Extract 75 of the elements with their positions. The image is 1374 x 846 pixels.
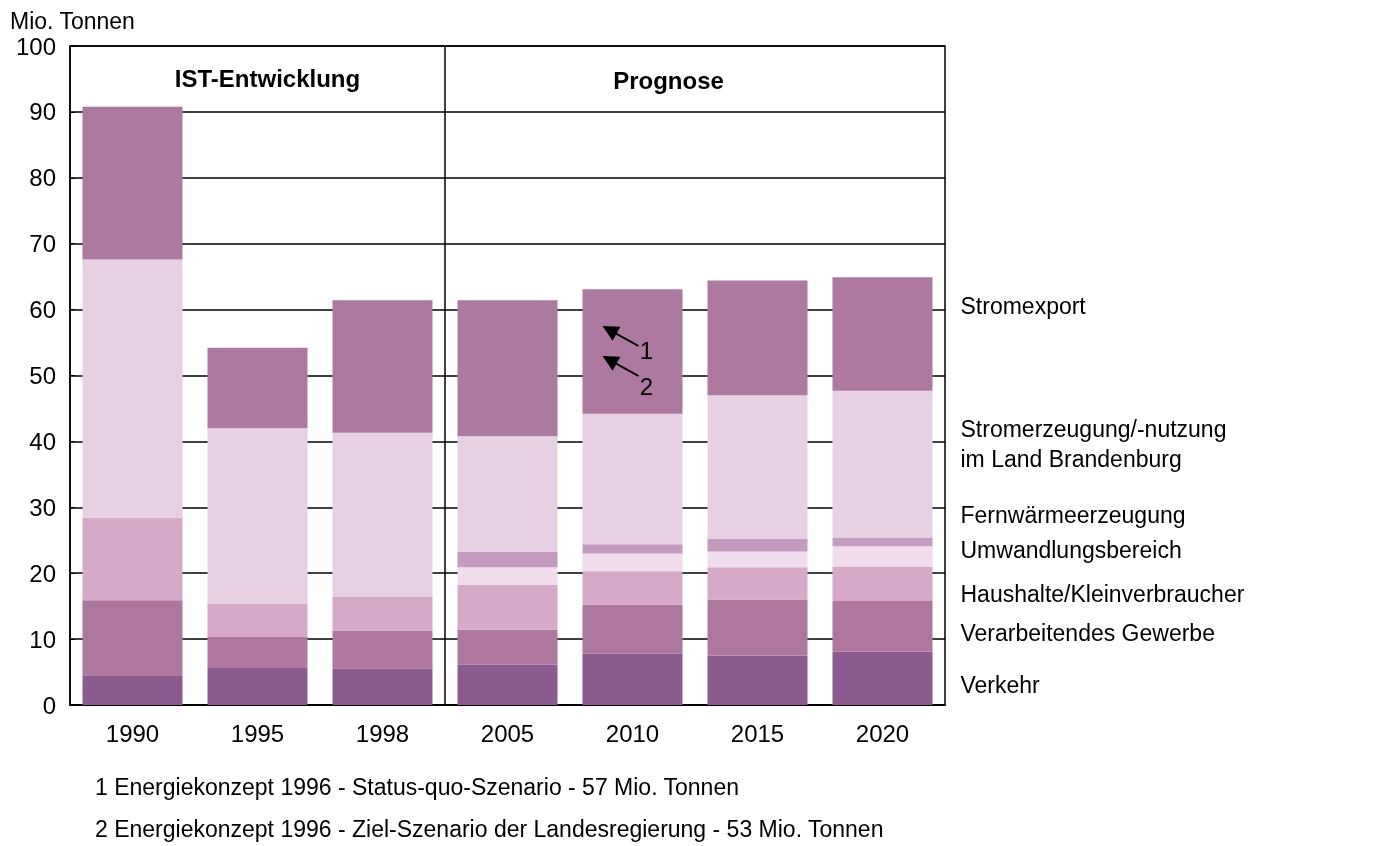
bar (832, 277, 933, 391)
text: 1 Energiekonzept 1996 - Status-quo-Szenario - 57 Mio. Tonnen (95, 774, 739, 800)
series-label: Verkehr (960, 672, 1041, 699)
x-tick-label: 1998 (355, 719, 410, 747)
annotation: 2 (639, 372, 654, 400)
y-tick-label: 0 (42, 691, 56, 719)
bar (207, 428, 308, 604)
bar (332, 668, 433, 705)
y-tick-label: 30 (29, 493, 56, 521)
bar (707, 655, 808, 705)
series-label: Verarbeitendes Gewerbe (960, 620, 1215, 647)
y-tick-label: 90 (29, 98, 56, 126)
series-label: Haushalte/Kleinverbraucher (960, 580, 1245, 607)
x-tick-label: 1995 (230, 719, 285, 747)
bar (832, 546, 933, 567)
bar (332, 596, 433, 631)
annotation: Prognose (613, 66, 724, 94)
series-label: Stromerzeugung/-nutzung im Land Brandenburg (960, 416, 1233, 473)
y-tick-label: 80 (29, 164, 56, 192)
y-tick-label: 40 (29, 427, 56, 455)
y-tick-label: 10 (29, 625, 56, 653)
x-tick-label: 2010 (605, 719, 660, 747)
annotation: IST-Entwicklung (174, 64, 361, 92)
bar (82, 517, 183, 601)
bar (207, 603, 308, 637)
bar (332, 300, 433, 433)
bar (707, 567, 808, 600)
x-tick-label: 2015 (730, 719, 785, 747)
bar (707, 538, 808, 552)
y-tick-label: 60 (29, 296, 56, 324)
bar (82, 675, 183, 705)
bar (832, 566, 933, 601)
series-label: Stromexport (960, 292, 1087, 319)
bar (457, 629, 558, 665)
bar (332, 432, 433, 597)
bar (582, 653, 683, 705)
bar (82, 106, 183, 260)
bar (832, 651, 933, 705)
x-tick-label: 1990 (105, 719, 160, 747)
bar (832, 537, 933, 547)
bar (207, 347, 308, 429)
bar (582, 289, 683, 414)
bar (457, 585, 558, 630)
y-tick-label: 20 (29, 559, 56, 587)
bar (207, 668, 308, 705)
bar (707, 551, 808, 568)
bar (457, 664, 558, 705)
bar (707, 280, 808, 396)
bar (582, 604, 683, 654)
y-tick-label: 100 (15, 32, 56, 60)
text: 2 Energiekonzept 1996 - Ziel-Szenario der Landesregierung - 53 Mio. Tonnen (95, 816, 884, 842)
bar (707, 395, 808, 539)
bar (582, 544, 683, 554)
y-axis-title: Mio. Tonnen (10, 7, 135, 34)
bar (832, 390, 933, 538)
bar (457, 300, 558, 437)
bar (582, 571, 683, 605)
bar (457, 552, 558, 568)
bar (207, 636, 308, 669)
series-label: Umwandlungsbereich (960, 537, 1182, 564)
bar (82, 259, 183, 518)
y-tick-label: 50 (29, 362, 56, 389)
series-label: Fernwärmeerzeugung (960, 501, 1186, 528)
bar (832, 600, 933, 652)
bar (457, 436, 558, 553)
bar (332, 630, 433, 669)
bar (582, 553, 683, 572)
x-tick-label: 2020 (855, 719, 910, 747)
x-tick-label: 2005 (480, 719, 535, 747)
bar (582, 413, 683, 545)
bar (707, 599, 808, 656)
bar (457, 567, 558, 586)
bar (82, 600, 183, 676)
annotation: 1 (639, 336, 654, 364)
y-tick-label: 70 (29, 230, 56, 258)
